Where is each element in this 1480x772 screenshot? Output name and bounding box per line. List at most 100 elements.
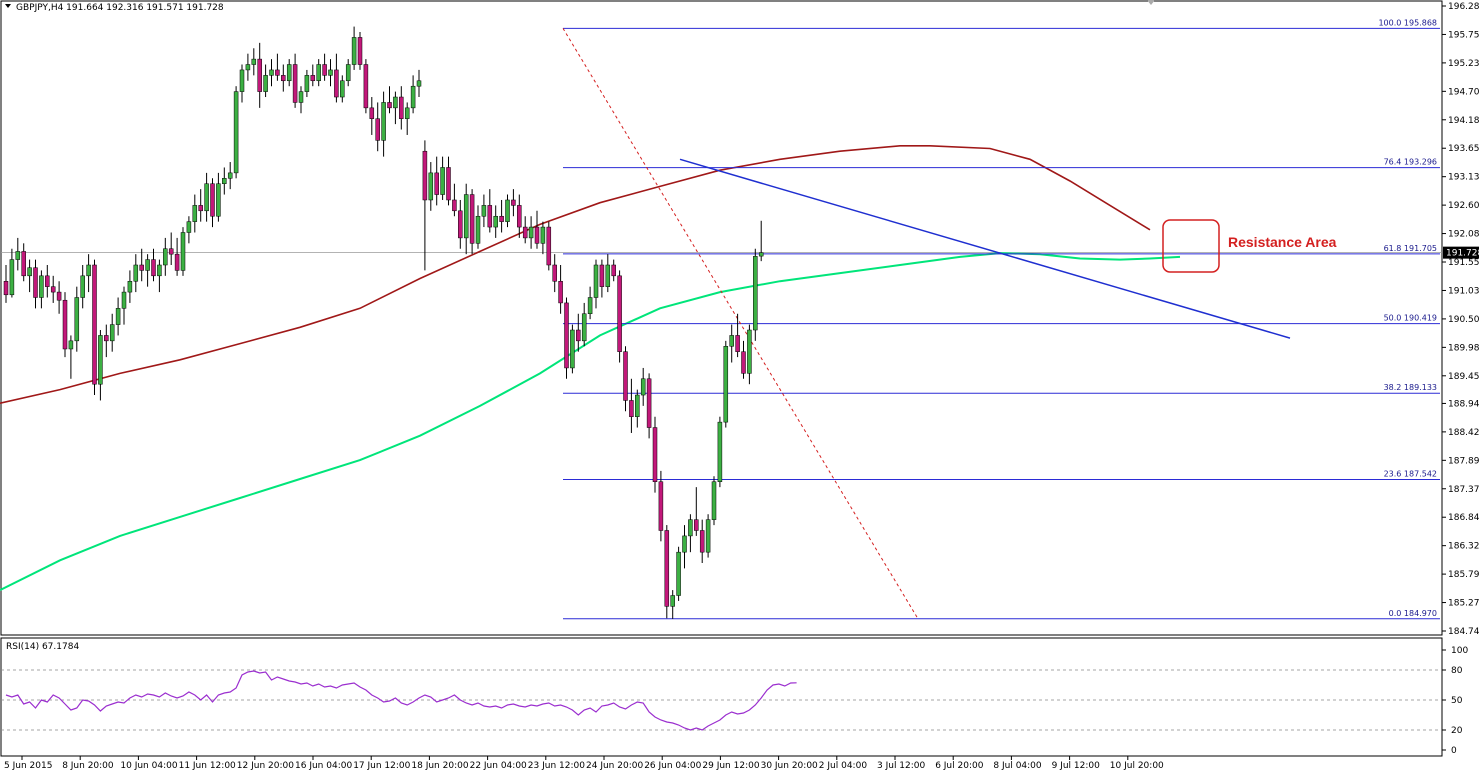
time-tick-label: 26 Jun 04:00 [644, 761, 701, 771]
bull-candle [68, 340, 74, 350]
bull-candle [345, 64, 351, 82]
resistance-trendline[interactable] [679, 158, 1291, 339]
bear-candle [399, 96, 404, 119]
bear-candle [281, 75, 286, 82]
fibonacci-trend-line[interactable] [562, 28, 919, 620]
bull-candle [222, 178, 227, 184]
bull-candle [227, 172, 233, 179]
bull-candle [475, 215, 481, 244]
time-tick-label: 30 Jun 20:00 [761, 761, 818, 771]
bear-candle [446, 167, 451, 201]
time-axis: 5 Jun 2015 8 Jun 20:00 10 Jun 04:00 11 Jun … [4, 756, 1164, 771]
price-tick-label: 187.895 [1448, 456, 1480, 466]
time-tick-label: 22 Jun 04:00 [470, 761, 527, 771]
rsi-tick-label: 100 [1451, 646, 1468, 656]
bear-candle [617, 275, 622, 352]
price-tick-label: 192.605 [1448, 201, 1480, 211]
bull-candle [298, 91, 304, 103]
bear-candle [363, 64, 369, 109]
bull-candle [245, 64, 251, 71]
bear-candle [92, 264, 97, 385]
bull-candle [381, 102, 386, 141]
price-axis: 196.280 195.755 195.230 194.705 194.180 193.6… [1442, 2, 1480, 637]
bull-candle [15, 251, 21, 260]
price-tick-label: 184.745 [1448, 627, 1480, 637]
drawn-lines[interactable] [562, 28, 1291, 620]
bear-candle [646, 378, 652, 428]
bear-candle [534, 226, 540, 244]
fib-level-label: 50.0 190.419 [1384, 314, 1437, 323]
bear-candle [552, 264, 557, 282]
time-tick-label: 2 Jul 04:00 [819, 761, 868, 771]
fib-level-label: 38.2 189.133 [1384, 383, 1437, 392]
bull-candle [27, 267, 32, 277]
bull-candle [747, 329, 752, 374]
bull-candle [605, 264, 611, 287]
bull-candle [145, 259, 150, 271]
price-tick-label: 193.655 [1448, 144, 1480, 154]
bull-candle [505, 199, 510, 222]
bull-candle [121, 291, 127, 309]
price-tick-label: 189.455 [1448, 372, 1480, 382]
bull-candle [233, 91, 239, 174]
bull-candle [98, 335, 103, 385]
bear-candle [611, 264, 616, 277]
fib-level-label: 61.8 191.705 [1384, 244, 1437, 253]
fib-level-label: 100.0 195.868 [1378, 18, 1437, 27]
bull-candle [204, 183, 209, 212]
bear-candle [292, 64, 298, 103]
bull-candle [133, 264, 139, 282]
time-tick-label: 18 Jun 20:00 [411, 761, 468, 771]
bear-candle [56, 291, 62, 301]
bull-candle [9, 259, 15, 296]
bull-candle [86, 264, 91, 277]
bull-candle [393, 96, 398, 109]
bear-candle [357, 37, 363, 65]
bear-candle [198, 205, 203, 212]
bull-candle [328, 69, 333, 76]
bear-candle [564, 302, 569, 369]
dropdown-arrow-icon[interactable] [5, 4, 11, 8]
bear-candle [699, 530, 705, 553]
rsi-tick-label: 50 [1451, 696, 1463, 706]
bull-candle [157, 264, 162, 277]
bull-candle [186, 221, 192, 233]
bear-candle [658, 481, 664, 531]
bear-candle [33, 267, 38, 298]
bull-candle [729, 335, 734, 347]
main-plot-frame [0, 0, 1443, 636]
bear-candle [576, 329, 581, 342]
bear-candle [104, 335, 109, 342]
time-tick-label: 24 Jun 20:00 [586, 761, 643, 771]
time-tick-label: 8 Jun 20:00 [62, 761, 114, 771]
bull-candle [753, 256, 758, 331]
scroll-marker-icon[interactable] [1147, 0, 1155, 5]
bear-candle [50, 286, 56, 293]
candlesticks [3, 26, 764, 619]
bear-candle [257, 58, 262, 92]
price-tick-label: 191.555 [1448, 258, 1480, 268]
time-tick-label: 23 Jun 12:00 [528, 761, 585, 771]
bear-candle [422, 150, 428, 201]
time-tick-label: 17 Jun 12:00 [353, 761, 410, 771]
time-tick-label: 11 Jun 12:00 [179, 761, 236, 771]
bull-candle [163, 248, 168, 266]
bear-candle [210, 183, 215, 217]
rsi-tick-label: 20 [1451, 726, 1463, 736]
bull-candle [410, 85, 416, 109]
bear-candle [546, 226, 552, 266]
bear-candle [334, 69, 339, 98]
price-tick-label: 188.420 [1448, 428, 1480, 438]
resistance-area-box[interactable] [1162, 219, 1220, 273]
bull-candle [404, 107, 410, 119]
price-tick-label: 194.705 [1448, 87, 1480, 97]
bull-candle [74, 297, 80, 342]
bear-candle [3, 280, 9, 296]
rsi-tick-label: 0 [1451, 746, 1457, 756]
bull-candle [316, 64, 321, 82]
time-tick-label: 10 Jul 20:00 [1110, 761, 1164, 771]
fibonacci-retracement[interactable]: 100.0 195.868 76.4 193.296 61.8 191.705 50.… [563, 18, 1440, 620]
price-tick-label: 194.180 [1448, 116, 1480, 126]
bear-candle [452, 199, 457, 212]
